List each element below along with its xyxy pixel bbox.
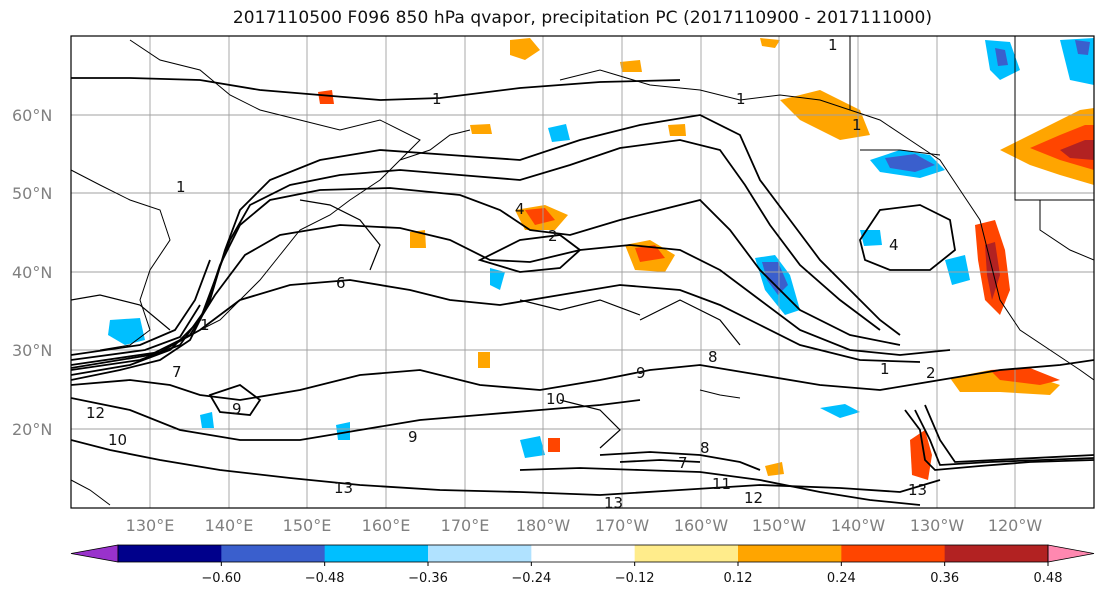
colorbar-extend-low — [70, 544, 119, 563]
contour-label: 9 — [408, 428, 418, 446]
contour-label: 8 — [708, 348, 718, 366]
lat-label: 30°N — [12, 341, 52, 360]
qvapor-contours — [71, 77, 1094, 506]
map-title: 2017110500 F096 850 hPa qvapor, precipit… — [232, 8, 933, 28]
lon-label: 120°W — [988, 516, 1043, 535]
contour-label: 1 — [880, 360, 890, 378]
lon-label: 160°E — [362, 516, 411, 535]
colorbar-tick-label: 0.24 — [827, 571, 856, 586]
contour-label: 2 — [548, 227, 558, 245]
lat-label: 40°N — [12, 263, 52, 282]
contour-label: 12 — [86, 404, 105, 422]
thin-contours — [71, 199, 741, 449]
contour-label: 1 — [828, 36, 838, 54]
lat-label: 50°N — [12, 184, 52, 203]
contour-label: 1 — [736, 90, 746, 108]
colorbar-tick-label: 0.48 — [1034, 571, 1063, 586]
contour-label: 13 — [334, 479, 353, 497]
lon-label: 140°W — [831, 516, 886, 535]
colorbar-tick-label: −0.36 — [408, 571, 448, 586]
colorbar-tick-label: −0.12 — [615, 571, 655, 586]
colorbar — [70, 544, 1095, 563]
colorbar-swatch — [944, 545, 1049, 562]
contour-label: 9 — [232, 400, 242, 418]
lon-label: 170°W — [595, 516, 650, 535]
contour-label: 13 — [908, 481, 927, 499]
contour-label: 7 — [678, 454, 688, 472]
contour-label: 13 — [604, 494, 623, 512]
colorbar-swatch — [428, 545, 532, 562]
colorbar-tick-label: −0.48 — [305, 571, 345, 586]
gridlines — [71, 36, 1094, 508]
colorbar-frame — [117, 544, 1049, 563]
colorbar-swatch — [324, 545, 429, 562]
contour-label: 1 — [432, 90, 442, 108]
colorbar-extend-high — [1047, 544, 1095, 563]
colorbar-tick-label: 0.12 — [724, 571, 753, 586]
colorbar-tick-label: −0.60 — [201, 571, 241, 586]
colorbar-swatch — [841, 545, 946, 562]
contour-label: 6 — [336, 274, 346, 292]
lon-label: 160°W — [674, 516, 729, 535]
contour-label: 7 — [172, 363, 182, 381]
lon-label: 130°W — [910, 516, 965, 535]
contour-label: 1 — [852, 116, 862, 134]
contour-label: 11 — [712, 475, 731, 493]
colorbar-swatch — [634, 545, 739, 562]
contour-label: 2 — [926, 364, 936, 382]
colorbar-swatch — [221, 545, 326, 562]
lat-label: 20°N — [12, 420, 52, 439]
map-border — [70, 35, 1095, 509]
contour-label: 8 — [700, 439, 710, 457]
colorbar-swatch — [738, 545, 842, 562]
lon-label: 140°E — [205, 516, 254, 535]
lon-label: 150°W — [752, 516, 807, 535]
contour-label-group: 1 1 1 1 1 2 2 4 4 7 8 9 9 10 10 11 12 12… — [86, 36, 936, 512]
contour-label: 1 — [200, 316, 210, 334]
contour-label: 10 — [108, 431, 127, 449]
contour-label: 1 — [176, 178, 186, 196]
lon-label: 130°E — [126, 516, 175, 535]
colorbar-swatch — [531, 545, 636, 562]
contour-label: 4 — [889, 236, 899, 254]
colorbar-labels: −0.60 −0.48 −0.36 −0.24 −0.12 0.12 0.24 0.36 0.4… — [201, 562, 1063, 586]
lat-label: 60°N — [12, 106, 52, 125]
colorbar-tick-label: −0.24 — [511, 571, 551, 586]
lat-labels: 60°N 50°N 40°N 30°N 20°N — [12, 106, 52, 439]
contour-label: 10 — [546, 390, 565, 408]
lon-label: 170°E — [441, 516, 490, 535]
contour-label: 4 — [515, 200, 525, 218]
colorbar-tick-label: 0.36 — [930, 571, 959, 586]
contour-label: 9 — [636, 364, 646, 382]
contour-label: 12 — [744, 489, 763, 507]
lon-label: 180°W — [516, 516, 571, 535]
colorbar-swatch — [118, 545, 222, 562]
lon-label: 150°E — [283, 516, 332, 535]
lon-labels: 130°E 140°E 150°E 160°E 170°E 180°W 170°… — [126, 516, 1043, 535]
